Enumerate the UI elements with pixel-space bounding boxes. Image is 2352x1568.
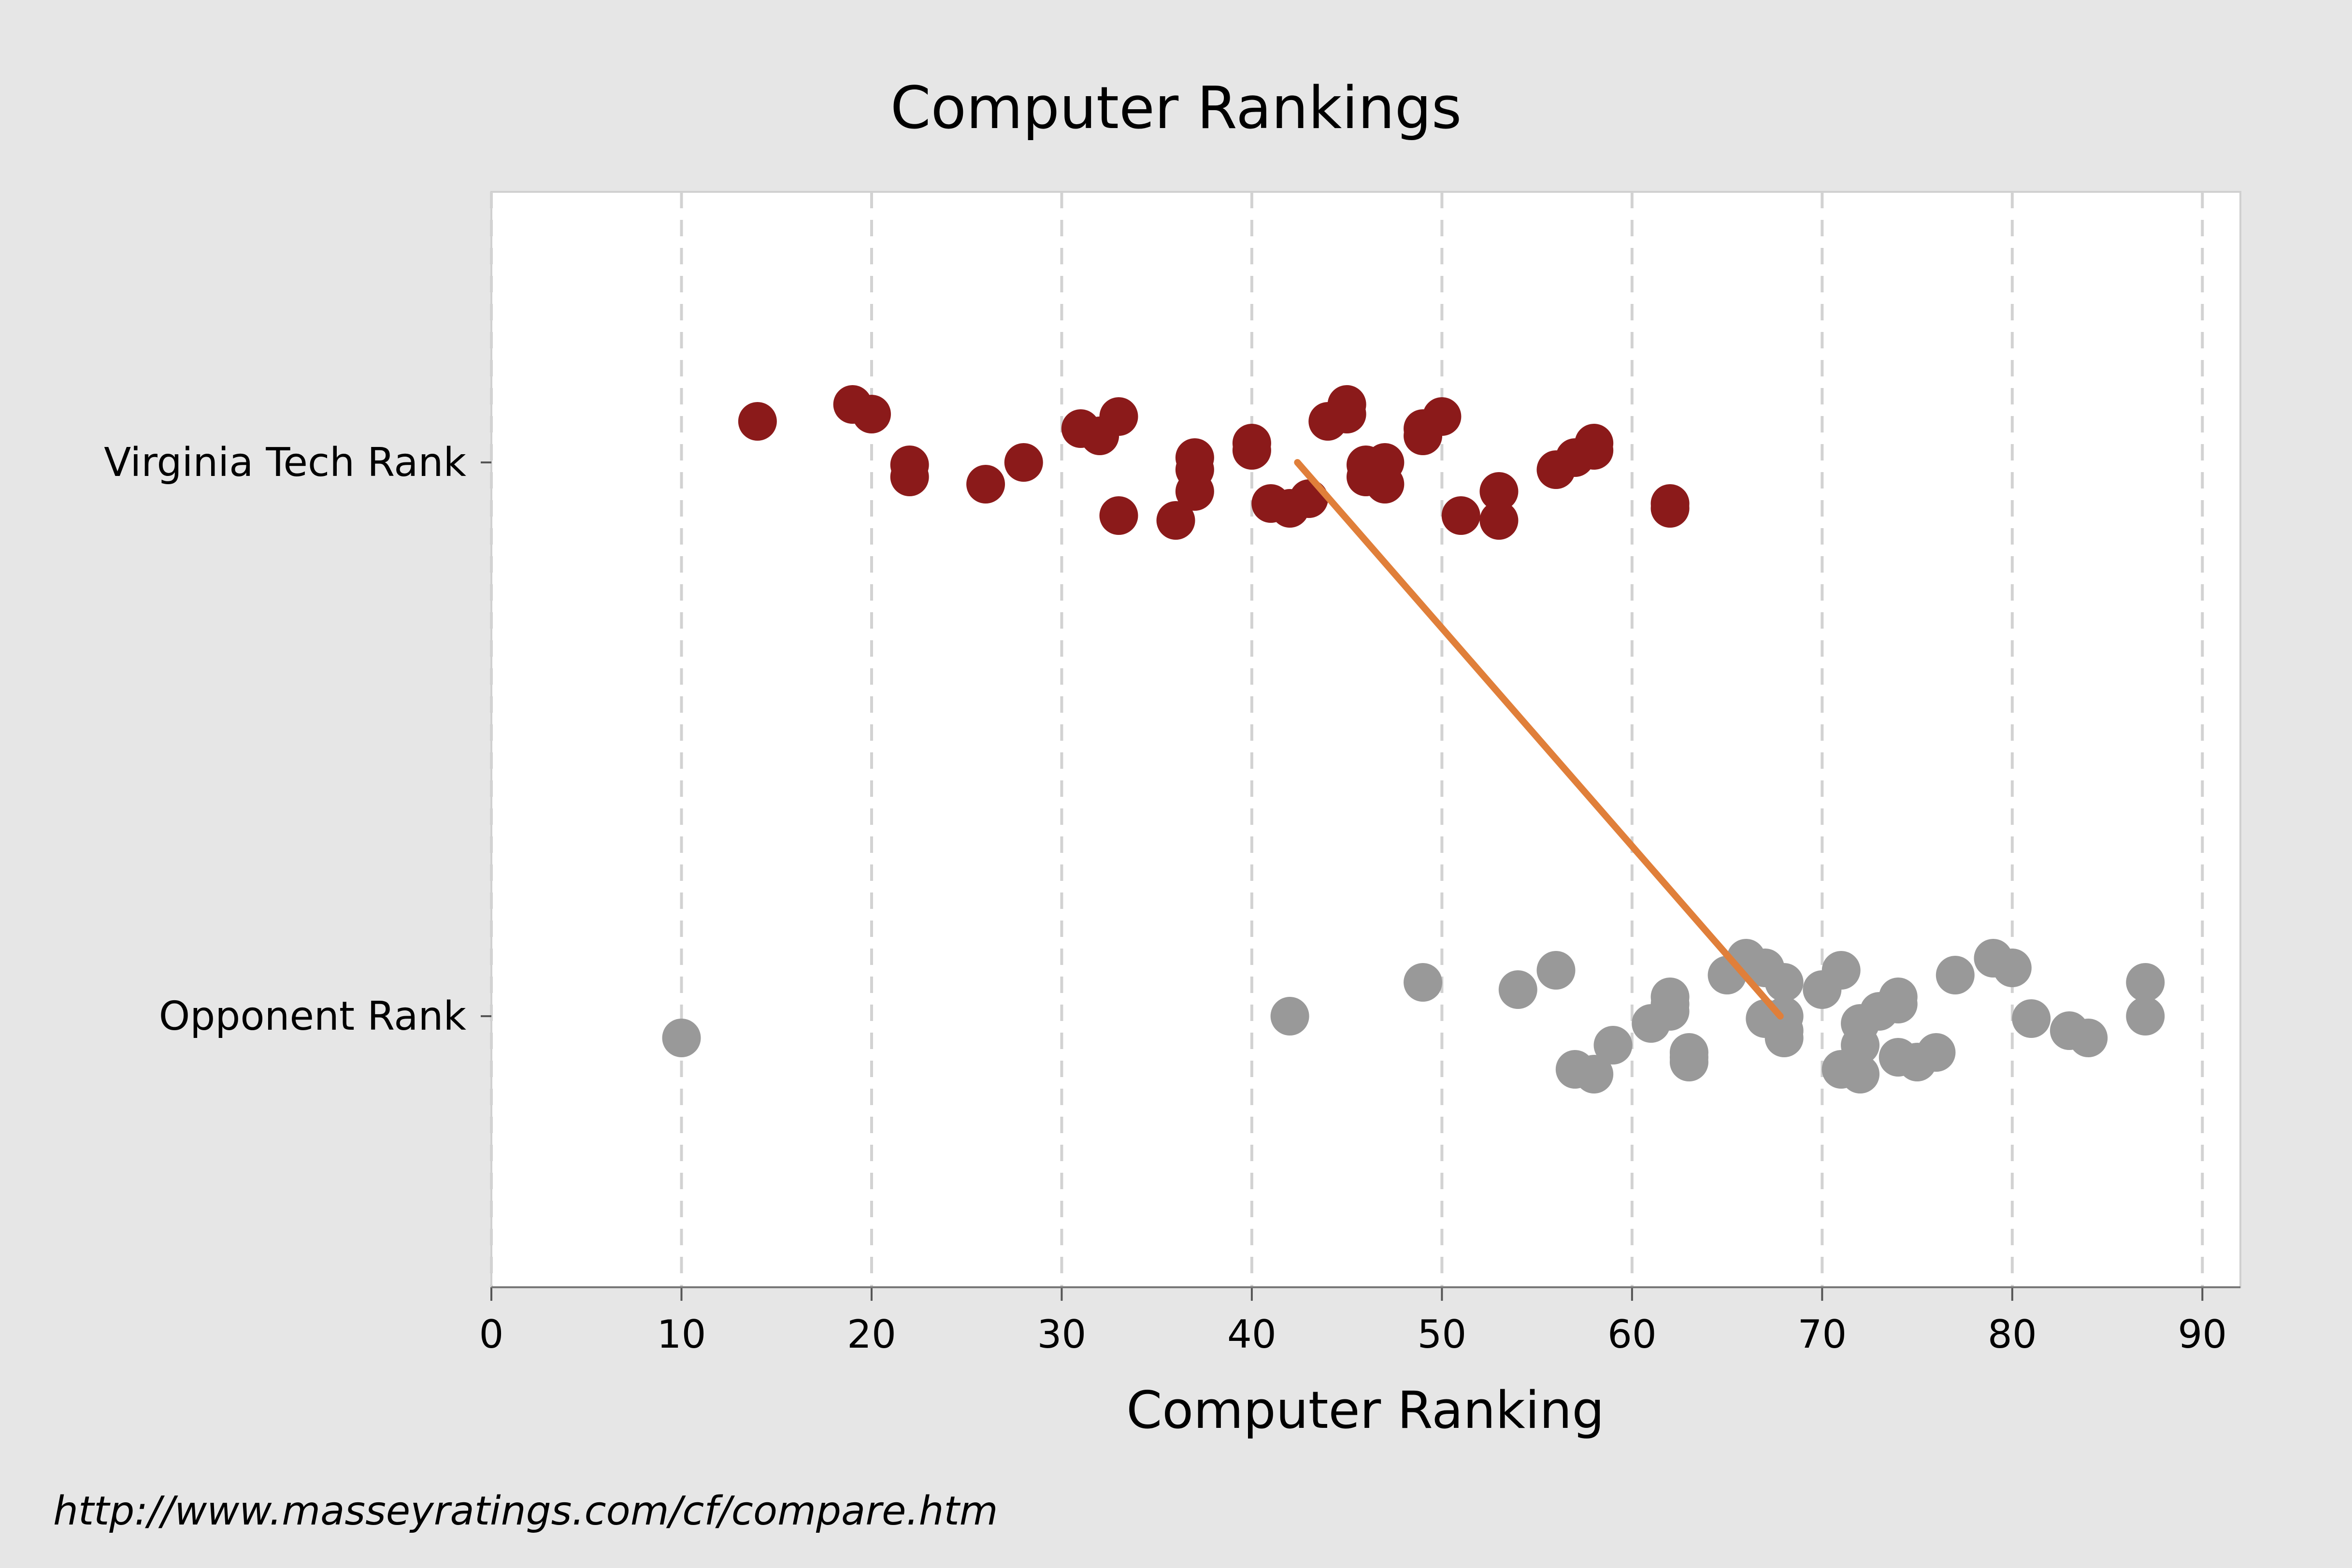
category-labels: Virginia Tech Rank Opponent Rank [104,440,491,1039]
grid-lines [490,192,2204,1287]
chart-title: Computer Rankings [890,75,1462,142]
connector-line [1294,459,1784,1020]
data-point [852,395,891,433]
x-axis-title: Computer Ranking [1126,1381,1604,1440]
category-label: Virginia Tech Rank [104,440,466,486]
data-point [2126,997,2165,1036]
x-tick-label: 10 [657,1312,706,1357]
data-point [1841,1055,1880,1093]
data-point [1441,496,1480,535]
data-point [966,465,1005,503]
data-point [890,458,929,496]
data-point [662,1019,701,1057]
data-point [1004,443,1043,482]
x-tick-label: 40 [1227,1312,1276,1357]
data-point [2012,999,2051,1038]
data-point [1669,1033,1708,1072]
data-points [662,385,2165,1093]
category-label: Opponent Rank [159,993,467,1039]
data-point [1575,431,1614,470]
x-tick-label: 20 [847,1312,896,1357]
data-point [1404,963,1443,1002]
data-point [1936,956,1975,994]
data-point [1917,1033,1956,1072]
x-tick-label: 0 [479,1312,504,1357]
data-point [1156,501,1195,540]
data-point [1498,970,1537,1009]
data-point [1270,997,1309,1036]
data-point [1536,951,1576,990]
data-point [2069,1019,2108,1057]
x-tick-label: 30 [1037,1312,1087,1357]
data-point [1575,1055,1614,1093]
plot-area [490,191,2241,1288]
x-tick-label: 60 [1607,1312,1657,1357]
data-point [1232,431,1271,470]
data-point [1879,985,1918,1023]
data-point [738,402,777,441]
data-point [1327,395,1366,433]
data-point [1821,951,1861,990]
data-point [1650,985,1690,1023]
data-point [1365,443,1405,482]
data-point [1479,472,1519,511]
connector [1294,459,1784,1020]
data-point [1993,949,2032,987]
x-tick-label: 90 [2178,1312,2227,1357]
data-point [1099,397,1138,436]
data-point [1422,397,1462,436]
x-tick-label: 70 [1797,1312,1847,1357]
data-point [1764,963,1804,1002]
data-point [2126,963,2165,1002]
data-point [1479,501,1519,540]
x-tick-label: 80 [1988,1312,2037,1357]
source-note: http://www.masseyratings.com/cf/compare.… [53,1488,998,1534]
data-point [1593,1026,1633,1065]
x-axis: 0 10 20 30 40 50 60 70 80 90 [479,1286,2240,1357]
data-point [1650,489,1690,528]
data-point [1289,479,1328,518]
data-point [1099,496,1138,535]
x-tick-label: 50 [1417,1312,1466,1357]
data-point [1175,438,1214,477]
